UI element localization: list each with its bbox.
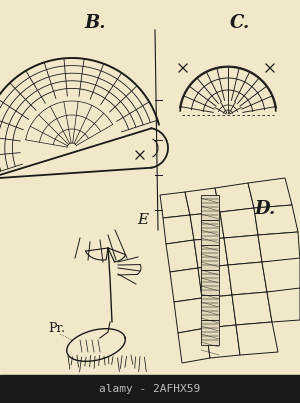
Polygon shape (220, 208, 258, 238)
Polygon shape (194, 238, 228, 268)
Text: B.: B. (84, 14, 106, 32)
Polygon shape (190, 212, 224, 240)
Polygon shape (201, 270, 219, 295)
Polygon shape (198, 265, 232, 298)
Polygon shape (178, 328, 210, 363)
Polygon shape (174, 298, 206, 333)
Text: alamy - 2AFHX59: alamy - 2AFHX59 (99, 384, 201, 394)
Polygon shape (215, 183, 254, 212)
Polygon shape (163, 215, 194, 244)
Text: Pr.: Pr. (48, 322, 65, 334)
Polygon shape (166, 240, 198, 272)
Polygon shape (267, 288, 300, 322)
Polygon shape (236, 322, 278, 355)
Polygon shape (201, 320, 219, 345)
Polygon shape (201, 220, 219, 245)
Polygon shape (254, 205, 298, 235)
Polygon shape (170, 268, 202, 302)
Polygon shape (228, 262, 267, 295)
Polygon shape (206, 325, 240, 358)
Text: E: E (137, 213, 148, 227)
Text: D.: D. (254, 200, 276, 218)
Bar (0, 375, 300, 403)
Polygon shape (232, 292, 272, 325)
Polygon shape (262, 258, 300, 292)
Polygon shape (202, 295, 236, 328)
Polygon shape (160, 192, 190, 218)
Polygon shape (201, 295, 219, 320)
Polygon shape (248, 178, 292, 208)
Polygon shape (201, 245, 219, 270)
Polygon shape (185, 188, 220, 215)
Polygon shape (201, 195, 219, 220)
Polygon shape (224, 235, 262, 265)
Text: C.: C. (230, 14, 250, 32)
Polygon shape (258, 232, 300, 262)
